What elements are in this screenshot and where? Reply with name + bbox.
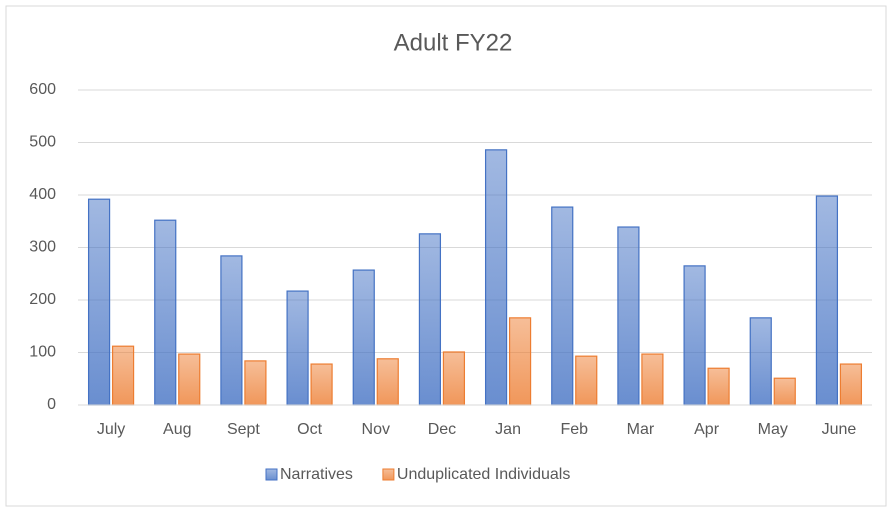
x-tick-label: Feb: [560, 421, 588, 438]
legend-label: Unduplicated Individuals: [397, 466, 570, 483]
x-tick-label: June: [822, 421, 857, 438]
bar: [286, 290, 309, 406]
x-tick-label: Dec: [428, 421, 456, 438]
y-tick-label: 100: [29, 344, 56, 361]
bar: [244, 360, 267, 406]
y-tick-label: 600: [29, 81, 56, 98]
bar: [154, 219, 177, 406]
bar: [111, 345, 135, 406]
x-tick-label: Nov: [362, 421, 390, 438]
bar: [508, 317, 532, 406]
y-tick-label: 200: [29, 291, 56, 308]
bar: [178, 353, 201, 406]
bar: [683, 265, 706, 406]
bar: [707, 367, 730, 406]
y-tick-label: 500: [29, 134, 56, 151]
x-tick-label: Aug: [163, 421, 191, 438]
legend-label: Narratives: [280, 466, 353, 483]
bar: [220, 255, 243, 406]
x-tick-label: Sept: [227, 421, 260, 438]
chart-frame: [5, 5, 887, 507]
bar: [641, 353, 664, 406]
bar: [617, 226, 640, 406]
bar: [442, 351, 466, 406]
bar: [484, 149, 508, 406]
bar: [352, 269, 375, 406]
legend-swatch: [382, 468, 395, 481]
bar: [839, 363, 863, 406]
bar: [815, 195, 839, 406]
x-tick-label: Apr: [694, 421, 720, 438]
bar: [310, 363, 333, 406]
legend-swatch: [265, 468, 278, 481]
x-tick-label: July: [97, 421, 125, 438]
y-tick-label: 400: [29, 186, 56, 203]
bar: [749, 317, 772, 406]
y-tick-label: 0: [47, 396, 56, 413]
bar: [773, 377, 796, 406]
x-tick-label: May: [758, 421, 788, 438]
x-tick-label: Mar: [627, 421, 655, 438]
bar: [551, 206, 574, 406]
bar: [87, 198, 111, 406]
x-tick-label: Jan: [495, 421, 521, 438]
y-tick-label: 300: [29, 239, 56, 256]
bar: [418, 233, 442, 406]
x-tick-label: Oct: [297, 421, 322, 438]
chart-title: Adult FY22: [394, 29, 513, 56]
bar: [376, 358, 399, 406]
bar: [575, 355, 598, 406]
